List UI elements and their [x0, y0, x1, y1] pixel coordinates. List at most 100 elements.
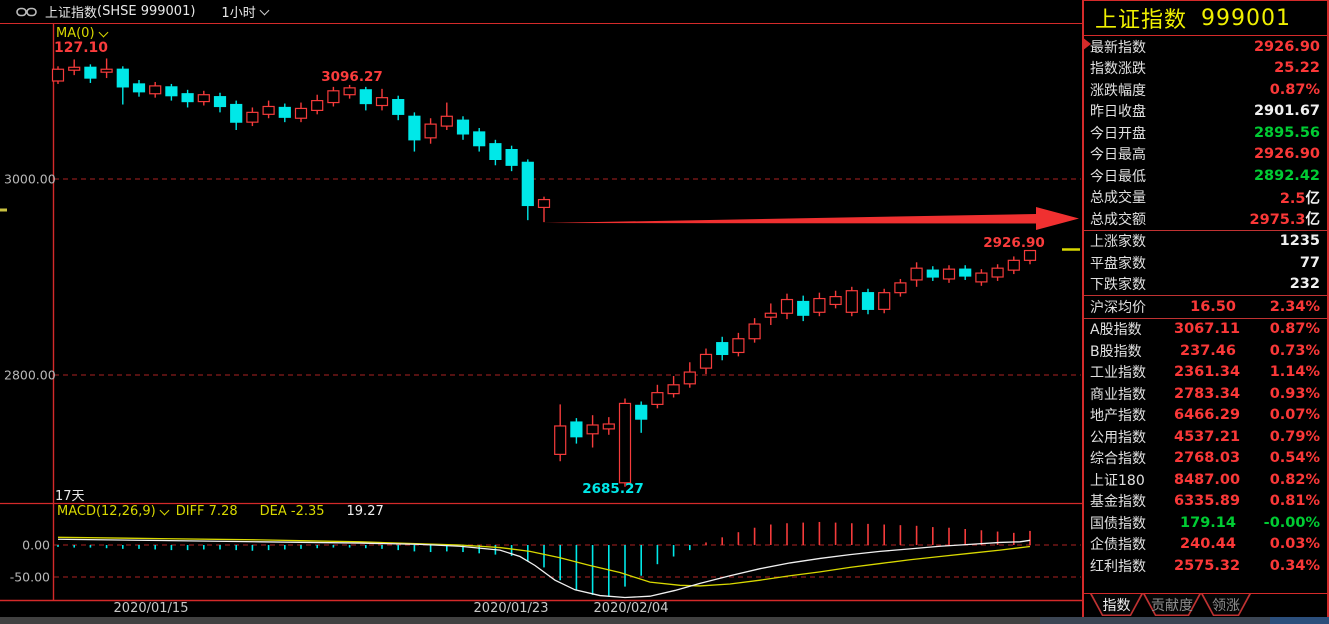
- range-label: 17天: [55, 489, 85, 504]
- row-mid-value: 2783.34: [1174, 385, 1241, 402]
- row-mid-value: 237.46: [1180, 342, 1236, 359]
- date-label: 2020/02/04: [593, 601, 669, 616]
- row-value: 0.73%: [1269, 342, 1320, 359]
- panel-row: 指数涨跌 25.22: [1084, 58, 1327, 80]
- row-value: 0.87%: [1269, 81, 1320, 98]
- candle-body: [278, 106, 291, 118]
- panel-row[interactable]: A股指数 3067.11 0.87%: [1084, 319, 1327, 341]
- panel-row[interactable]: 企债指数 240.44 0.03%: [1084, 534, 1327, 556]
- candle-body: [84, 66, 97, 79]
- panel-row: 涨跌幅度 0.87%: [1084, 79, 1327, 101]
- row-value: 0.07%: [1269, 407, 1320, 424]
- bottom-strip: [1040, 617, 1270, 624]
- title-bar: 上证指数 (SHSE 999001) 1小时: [0, 0, 1082, 24]
- row-value: 77: [1299, 254, 1320, 271]
- link-icon[interactable]: [16, 7, 37, 17]
- row-label: 沪深均价: [1090, 299, 1146, 316]
- candle-body: [829, 296, 842, 306]
- price-annotation: 3096.27: [321, 69, 383, 85]
- candle-body: [813, 297, 826, 313]
- row-value: 0.87%: [1269, 321, 1320, 338]
- panel-row[interactable]: 基金指数 6335.89 0.81%: [1084, 491, 1327, 513]
- row-label: 下跌家数: [1090, 277, 1146, 294]
- row-value: 0.82%: [1269, 471, 1320, 488]
- candle-body: [602, 423, 615, 430]
- candle-body: [311, 99, 324, 111]
- macd-bar-value: 19.27: [346, 504, 384, 519]
- y-axis-label: 3000.00: [4, 171, 56, 187]
- tab-指数[interactable]: 指数: [1090, 594, 1143, 616]
- tab-贡献度[interactable]: 贡献度: [1143, 594, 1201, 616]
- candle-body: [505, 149, 518, 166]
- chevron-down-icon: [98, 27, 108, 38]
- candle-body: [149, 85, 162, 95]
- panel-row[interactable]: 工业指数 2361.34 1.14%: [1084, 362, 1327, 384]
- candle-body: [213, 96, 227, 108]
- candle-body: [181, 93, 194, 103]
- candle-body: [861, 292, 875, 310]
- panel-section: A股指数 3067.11 0.87% B股指数 237.46 0.73% 工业指…: [1084, 319, 1327, 577]
- candle-body: [51, 68, 65, 82]
- date-label: 2020/01/23: [473, 601, 549, 616]
- candle-body: [408, 115, 421, 141]
- row-mid-value: 179.14: [1180, 514, 1236, 531]
- candle-body: [197, 94, 210, 103]
- unit-suffix: 亿: [1305, 190, 1321, 207]
- symbol-code: (SHSE 999001): [97, 4, 196, 19]
- panel-row[interactable]: B股指数 237.46 0.73%: [1084, 340, 1327, 362]
- panel-section: 上涨家数 1235 平盘家数 77 下跌家数 232: [1084, 231, 1327, 296]
- row-value: 0.03%: [1269, 536, 1320, 553]
- candle-body: [635, 404, 648, 420]
- panel-row[interactable]: 红利指数 2575.32 0.34%: [1084, 555, 1327, 577]
- candle-body: [489, 143, 502, 161]
- panel-row[interactable]: 上证180 8487.00 0.82%: [1084, 469, 1327, 491]
- candle-body: [440, 115, 453, 127]
- row-label: A股指数: [1090, 322, 1142, 339]
- panel-row: 总成交额 2975.3亿: [1084, 208, 1327, 230]
- panel-row: 沪深均价 16.50 2.34%: [1084, 296, 1327, 318]
- panel-row: 上涨家数 1235: [1084, 231, 1327, 253]
- row-label: 今日最低: [1090, 168, 1146, 185]
- candle-body: [537, 198, 551, 209]
- timeframe-dropdown[interactable]: 1小时: [221, 2, 270, 21]
- row-mid-value: 6335.89: [1174, 493, 1241, 510]
- panel-section: 最新指数 2926.90 指数涨跌 25.22 涨跌幅度 0.87% 昨日收盘 …: [1084, 36, 1327, 231]
- row-label: 地产指数: [1090, 408, 1146, 425]
- panel-row[interactable]: 综合指数 2768.03 0.54%: [1084, 448, 1327, 470]
- candle-body: [294, 107, 308, 119]
- symbol-title: 上证指数: [45, 6, 98, 21]
- candle-body: [359, 89, 372, 105]
- price-annotation: 2685.27: [582, 481, 644, 497]
- row-mid-value: 2575.32: [1174, 557, 1241, 574]
- candle-body: [699, 353, 713, 369]
- row-label: 昨日收盘: [1090, 104, 1146, 121]
- row-value: 2.5亿: [1279, 190, 1321, 207]
- diff-line: [57, 538, 1031, 599]
- row-label: 红利指数: [1090, 558, 1146, 575]
- panel-row[interactable]: 地产指数 6466.29 0.07%: [1084, 405, 1327, 427]
- panel-row[interactable]: 公用指数 4537.21 0.79%: [1084, 426, 1327, 448]
- candle-body: [959, 268, 972, 277]
- macd-dropdown[interactable]: MACD(12,26,9): [57, 504, 170, 519]
- panel-row: 今日最高 2926.90: [1084, 144, 1327, 166]
- candle-body: [262, 105, 275, 115]
- candle-body: [343, 87, 356, 96]
- row-label: 综合指数: [1090, 451, 1146, 468]
- tab-领涨[interactable]: 领涨: [1201, 594, 1251, 616]
- candlestick-chart[interactable]: [0, 0, 1082, 624]
- chevron-down-icon: [159, 505, 170, 516]
- panel-row[interactable]: 商业指数 2783.34 0.93%: [1084, 383, 1327, 405]
- panel-row[interactable]: 国债指数 179.14 -0.00%: [1084, 512, 1327, 534]
- candle-body: [116, 68, 129, 88]
- panel-section: 沪深均价 16.50 2.34%: [1084, 296, 1327, 319]
- row-mid-value: 8487.00: [1174, 471, 1241, 488]
- candle-body: [764, 312, 777, 318]
- unit-suffix: 亿: [1305, 212, 1321, 229]
- row-label: 企债指数: [1090, 537, 1146, 554]
- bottom-strip-blue: [1270, 617, 1329, 624]
- row-value: 2901.67: [1253, 103, 1320, 120]
- date-label: 2020/01/15: [113, 601, 189, 616]
- panel-row: 今日最低 2892.42: [1084, 165, 1327, 187]
- row-label: B股指数: [1090, 343, 1142, 360]
- ma-indicator-dropdown[interactable]: MA(0): [56, 26, 108, 41]
